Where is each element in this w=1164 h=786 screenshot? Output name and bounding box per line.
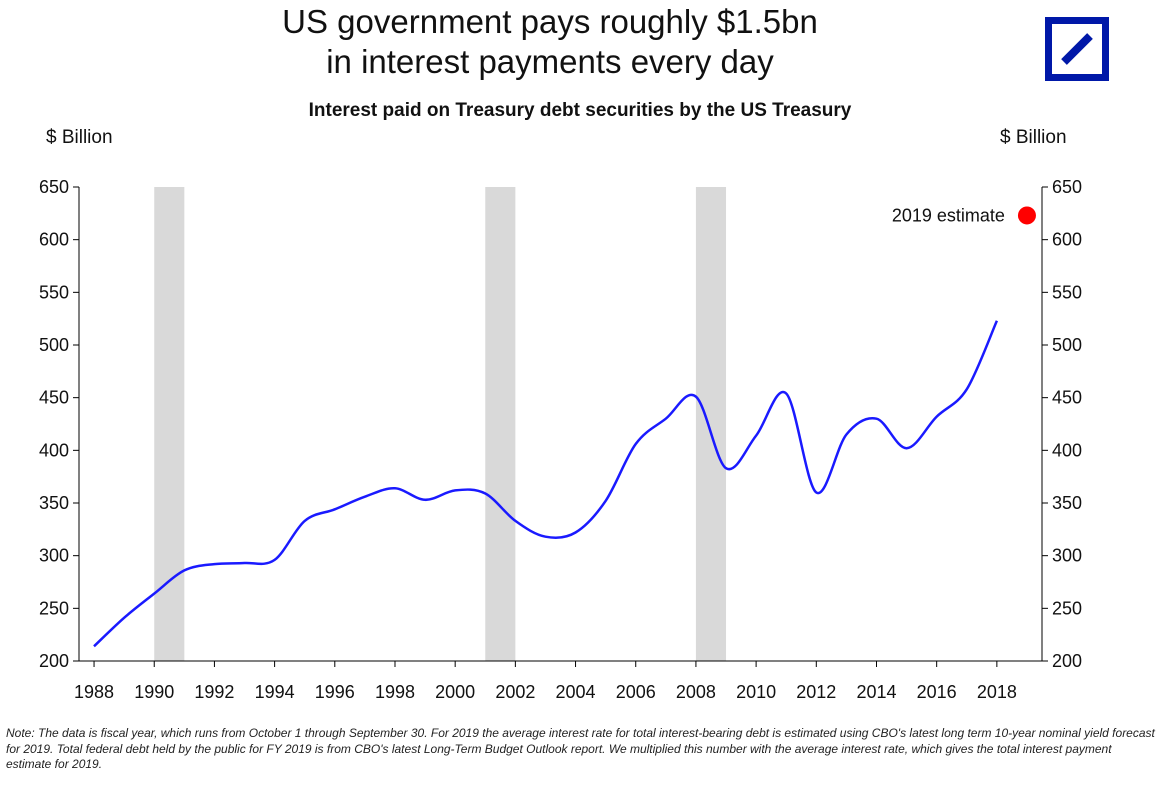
interest-series-line bbox=[93, 320, 999, 648]
y-tick-label-right: 300 bbox=[1052, 546, 1082, 566]
y-tick-label-left: 400 bbox=[39, 440, 69, 460]
footnote: Note: The data is fiscal year, which run… bbox=[6, 726, 1155, 771]
x-tick-label: 2006 bbox=[616, 682, 656, 702]
x-tick-label: 1994 bbox=[255, 682, 295, 702]
estimate-2019-point bbox=[1017, 206, 1036, 225]
chart-title-line-2: in interest payments every day bbox=[326, 43, 774, 80]
y-tick-label-right: 550 bbox=[1052, 282, 1082, 302]
logo-slash-icon bbox=[1061, 33, 1093, 65]
x-tick-label: 1992 bbox=[194, 682, 234, 702]
x-tick-label: 2016 bbox=[917, 682, 957, 702]
y-tick-label-right: 250 bbox=[1052, 598, 1082, 618]
recession-band bbox=[485, 187, 516, 661]
x-tick-label: 1988 bbox=[74, 682, 114, 702]
y-tick-label-left: 450 bbox=[39, 388, 69, 408]
y-tick-label-left: 500 bbox=[39, 335, 69, 355]
recession-band bbox=[695, 187, 727, 661]
chart-subtitle: Interest paid on Treasury debt securitie… bbox=[308, 100, 852, 121]
y-tick-label-right: 400 bbox=[1052, 440, 1082, 460]
y-tick-label-right: 600 bbox=[1052, 230, 1082, 250]
y-tick-label-left: 300 bbox=[39, 546, 69, 566]
y-tick-label-left: 650 bbox=[39, 177, 69, 197]
y-axis-right-label: $ Billion bbox=[1000, 127, 1067, 148]
x-tick-label: 1998 bbox=[375, 682, 415, 702]
y-tick-label-right: 200 bbox=[1052, 651, 1082, 671]
x-tick-label: 1996 bbox=[315, 682, 355, 702]
x-tick-label: 1990 bbox=[134, 682, 174, 702]
y-tick-label-right: 650 bbox=[1052, 177, 1082, 197]
x-tick-label: 2010 bbox=[736, 682, 776, 702]
y-tick-label-left: 200 bbox=[39, 651, 69, 671]
y-tick-label-right: 500 bbox=[1052, 335, 1082, 355]
y-tick-label-left: 250 bbox=[39, 598, 69, 618]
x-tick-label: 2012 bbox=[796, 682, 836, 702]
chart-title-line-1: US government pays roughly $1.5bn bbox=[282, 3, 818, 40]
y-tick-label-right: 350 bbox=[1052, 493, 1082, 513]
x-tick-label: 2014 bbox=[856, 682, 896, 702]
x-tick-label: 2008 bbox=[676, 682, 716, 702]
estimate-2019-label: 2019 estimate bbox=[892, 205, 1005, 225]
y-tick-label-left: 600 bbox=[39, 230, 69, 250]
deutsche-bank-logo bbox=[1045, 17, 1109, 81]
y-tick-label-left: 550 bbox=[39, 282, 69, 302]
y-axis-left-label: $ Billion bbox=[46, 127, 113, 148]
x-tick-label: 2018 bbox=[977, 682, 1017, 702]
x-tick-label: 2002 bbox=[495, 682, 535, 702]
y-tick-label-right: 450 bbox=[1052, 388, 1082, 408]
x-tick-label: 2000 bbox=[435, 682, 475, 702]
y-tick-label-left: 350 bbox=[39, 493, 69, 513]
x-tick-label: 2004 bbox=[556, 682, 596, 702]
